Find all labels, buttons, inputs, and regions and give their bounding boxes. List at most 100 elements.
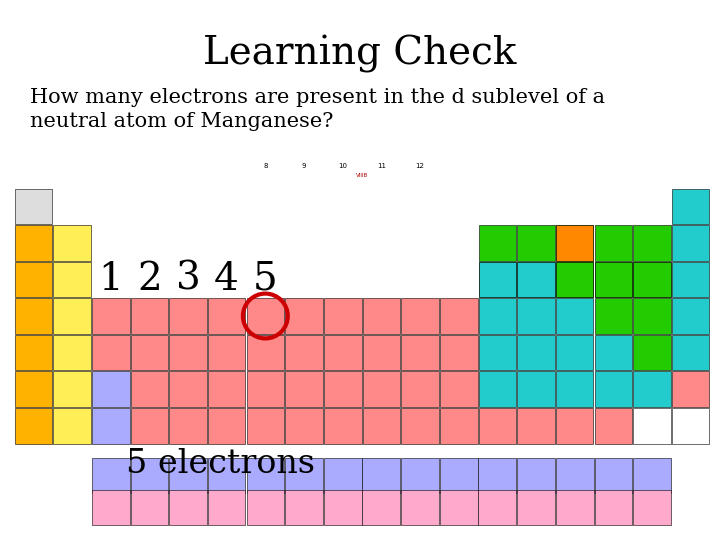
Bar (556, 408, 593, 443)
Text: 5: 5 (253, 261, 278, 298)
Bar (208, 457, 246, 493)
Text: How many electrons are present in the d sublevel of a: How many electrons are present in the d … (30, 88, 605, 107)
Bar (556, 225, 593, 261)
Text: 8: 8 (263, 163, 268, 169)
Bar (479, 225, 516, 261)
Bar (169, 372, 207, 407)
Bar (285, 335, 323, 370)
Bar (556, 372, 593, 407)
Bar (401, 298, 438, 334)
Bar (479, 408, 516, 443)
Bar (285, 298, 323, 334)
Text: neutral atom of Manganese?: neutral atom of Manganese? (30, 112, 333, 131)
Bar (517, 335, 555, 370)
Bar (14, 225, 52, 261)
Bar (53, 262, 91, 297)
Bar (672, 262, 709, 297)
Bar (556, 490, 593, 525)
Bar (401, 490, 438, 525)
Bar (92, 408, 130, 443)
Bar (324, 372, 361, 407)
Bar (440, 457, 477, 493)
Bar (246, 372, 284, 407)
Bar (440, 298, 477, 334)
Bar (556, 298, 593, 334)
Bar (517, 408, 555, 443)
Bar (285, 408, 323, 443)
Bar (672, 298, 709, 334)
Bar (14, 372, 52, 407)
Bar (208, 490, 246, 525)
Bar (672, 372, 709, 407)
Bar (14, 262, 52, 297)
Bar (324, 335, 361, 370)
Bar (633, 457, 671, 493)
Bar (324, 298, 361, 334)
Bar (595, 490, 632, 525)
Bar (440, 490, 477, 525)
Bar (595, 225, 632, 261)
Bar (246, 408, 284, 443)
Text: 5 electrons: 5 electrons (125, 448, 315, 480)
Bar (92, 457, 130, 493)
Bar (169, 408, 207, 443)
Bar (324, 408, 361, 443)
Bar (324, 490, 361, 525)
Bar (595, 372, 632, 407)
Bar (208, 298, 246, 334)
Bar (595, 262, 632, 297)
Bar (517, 490, 555, 525)
Bar (362, 457, 400, 493)
Bar (633, 335, 671, 370)
Bar (53, 372, 91, 407)
Bar (130, 335, 168, 370)
Bar (362, 335, 400, 370)
Text: VIIIB: VIIIB (356, 173, 368, 178)
Bar (633, 408, 671, 443)
Bar (362, 408, 400, 443)
Bar (479, 262, 516, 297)
Bar (440, 408, 477, 443)
Text: Learning Check: Learning Check (203, 35, 517, 73)
Bar (53, 335, 91, 370)
Bar (595, 335, 632, 370)
Bar (169, 335, 207, 370)
Bar (130, 298, 168, 334)
Bar (440, 372, 477, 407)
Bar (633, 262, 671, 297)
Bar (440, 335, 477, 370)
Bar (92, 335, 130, 370)
Bar (517, 262, 555, 297)
Bar (92, 298, 130, 334)
Bar (92, 490, 130, 525)
Bar (92, 372, 130, 407)
Bar (517, 372, 555, 407)
Bar (362, 372, 400, 407)
Bar (517, 298, 555, 334)
Bar (556, 457, 593, 493)
Bar (401, 457, 438, 493)
Bar (479, 335, 516, 370)
Bar (401, 335, 438, 370)
Text: 3: 3 (176, 261, 200, 298)
Bar (246, 298, 284, 334)
Bar (556, 335, 593, 370)
Bar (246, 490, 284, 525)
Bar (633, 225, 671, 261)
Bar (208, 372, 246, 407)
Bar (517, 225, 555, 261)
Text: 4: 4 (215, 261, 239, 298)
Bar (672, 335, 709, 370)
Bar (401, 408, 438, 443)
Bar (362, 490, 400, 525)
Bar (633, 490, 671, 525)
Bar (401, 372, 438, 407)
Bar (169, 490, 207, 525)
Bar (285, 457, 323, 493)
Bar (517, 457, 555, 493)
Bar (517, 262, 555, 297)
Text: 11: 11 (377, 163, 386, 169)
Bar (324, 457, 361, 493)
Bar (479, 298, 516, 334)
Bar (595, 457, 632, 493)
